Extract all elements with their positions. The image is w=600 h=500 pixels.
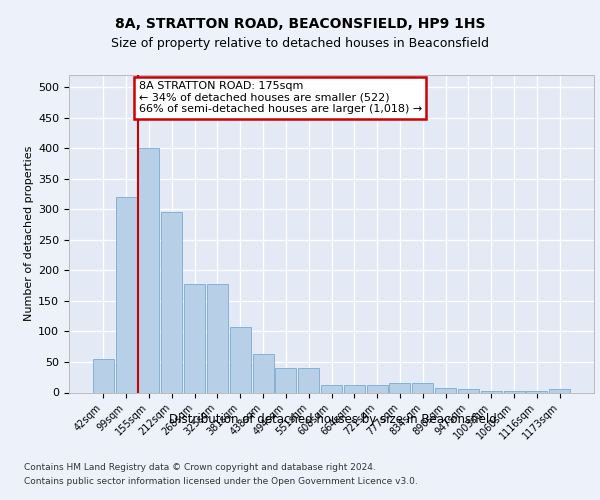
Text: 8A STRATTON ROAD: 175sqm
← 34% of detached houses are smaller (522)
66% of semi-: 8A STRATTON ROAD: 175sqm ← 34% of detach…: [139, 81, 422, 114]
Bar: [367, 385, 388, 392]
Bar: [298, 368, 319, 392]
Bar: [458, 390, 479, 392]
Bar: [412, 384, 433, 392]
Bar: [161, 212, 182, 392]
Bar: [93, 359, 114, 392]
Bar: [389, 384, 410, 392]
Bar: [230, 327, 251, 392]
Text: 8A, STRATTON ROAD, BEACONSFIELD, HP9 1HS: 8A, STRATTON ROAD, BEACONSFIELD, HP9 1HS: [115, 18, 485, 32]
Text: Contains HM Land Registry data © Crown copyright and database right 2024.: Contains HM Land Registry data © Crown c…: [24, 462, 376, 471]
Text: Distribution of detached houses by size in Beaconsfield: Distribution of detached houses by size …: [169, 412, 497, 426]
Y-axis label: Number of detached properties: Number of detached properties: [24, 146, 34, 322]
Bar: [207, 284, 228, 393]
Bar: [435, 388, 456, 392]
Bar: [344, 385, 365, 392]
Bar: [116, 197, 137, 392]
Bar: [139, 148, 160, 392]
Bar: [321, 385, 342, 392]
Bar: [481, 390, 502, 392]
Bar: [184, 284, 205, 393]
Bar: [549, 390, 570, 392]
Text: Size of property relative to detached houses in Beaconsfield: Size of property relative to detached ho…: [111, 38, 489, 51]
Bar: [253, 354, 274, 393]
Text: Contains public sector information licensed under the Open Government Licence v3: Contains public sector information licen…: [24, 478, 418, 486]
Bar: [275, 368, 296, 392]
